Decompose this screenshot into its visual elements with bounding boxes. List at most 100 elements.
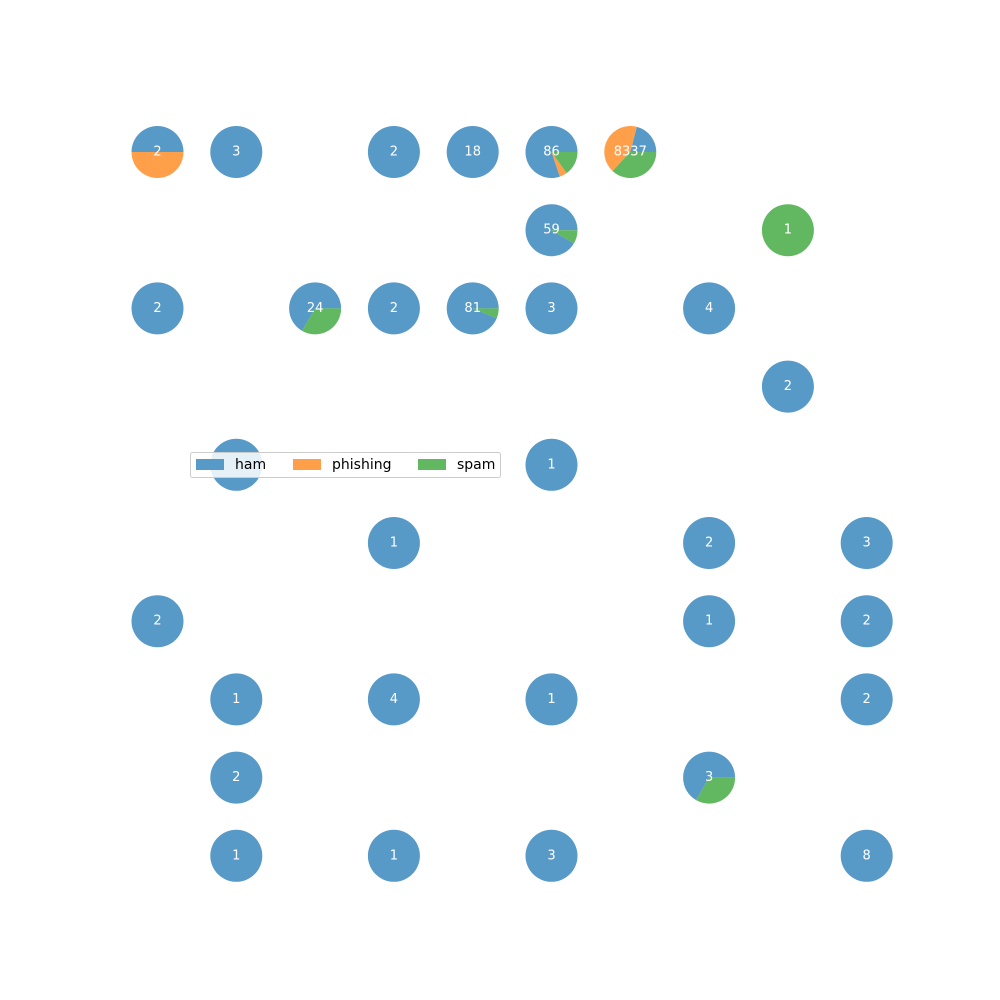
- pie-6-9: 2: [840, 595, 893, 648]
- pie-count-label: 2: [232, 770, 240, 785]
- pie-count-label: 8337: [614, 145, 647, 160]
- pie-count-label: 2: [153, 145, 161, 160]
- pie-2-0: 2: [131, 282, 184, 335]
- pie-7-9: 2: [840, 673, 893, 726]
- pie-grid: 2 3 2 18 86 8337 59 1 2 24 2 81 3 4 2 1 1 2 3 2 1 2 1 4 1 2 2 3 1 1 3 8: [131, 125, 893, 882]
- pie-slice-ham: [210, 829, 263, 882]
- pie-slice-ham: [840, 595, 893, 648]
- pie-count-label: 1: [547, 457, 555, 472]
- pie-count-label: 2: [705, 536, 713, 551]
- pie-slice-phishing: [604, 125, 637, 171]
- pie-count-label: 24: [307, 301, 324, 316]
- pie-slice-ham: [525, 282, 578, 335]
- pie-slice-ham: [683, 282, 736, 335]
- pie-count-label: 3: [863, 536, 871, 551]
- pie-slice-ham: [367, 282, 420, 335]
- pie-count-label: 3: [547, 848, 555, 863]
- pie-count-label: 2: [390, 301, 398, 316]
- legend-swatch-phishing: [293, 459, 321, 470]
- pie-2-4: 81: [446, 282, 499, 335]
- pie-slice-phishing: [131, 152, 184, 179]
- pie-6-7: 1: [683, 595, 736, 648]
- pie-5-9: 3: [840, 517, 893, 569]
- legend-label-phishing: phishing: [332, 457, 391, 473]
- pie-count-label: 8: [863, 848, 871, 863]
- pie-slice-ham: [210, 126, 263, 178]
- pie-count-label: 81: [464, 301, 481, 316]
- pie-slice-ham: [525, 438, 578, 491]
- pie-slice-spam: [612, 152, 657, 178]
- pie-5-3: 1: [367, 517, 420, 569]
- legend-swatch-ham: [196, 459, 224, 470]
- pie-slice-ham: [367, 829, 420, 882]
- pie-slice-ham: [210, 673, 263, 726]
- pie-slice-ham: [525, 126, 578, 179]
- pie-count-label: 1: [547, 692, 555, 707]
- pie-7-3: 4: [367, 673, 420, 726]
- pie-slice-ham: [367, 517, 420, 569]
- pie-slice-ham: [840, 829, 893, 882]
- pie-slice-ham: [761, 360, 814, 413]
- pie-0-3: 2: [367, 126, 420, 178]
- legend-frame: [190, 452, 501, 478]
- pie-0-1: 3: [210, 126, 263, 178]
- pie-count-label: 2: [390, 145, 398, 160]
- pie-slice-ham: [367, 126, 420, 178]
- legend-swatch-spam: [418, 459, 446, 470]
- pie-slice-ham: [525, 204, 578, 257]
- pie-1-5: 59: [525, 204, 578, 257]
- pie-slice-ham: [525, 673, 578, 726]
- pie-0-6: 8337: [604, 125, 657, 178]
- pie-5-7: 2: [683, 517, 736, 569]
- pie-3-8: 2: [761, 360, 814, 413]
- pie-count-label: 4: [390, 692, 398, 707]
- pie-count-label: 1: [232, 692, 240, 707]
- pie-1-8: 1: [761, 204, 814, 257]
- pie-slice-ham: [131, 595, 184, 648]
- pie-slice-ham: [210, 751, 263, 804]
- pie-8-7: 3: [683, 751, 736, 804]
- pie-9-3: 1: [367, 829, 420, 882]
- pie-count-label: 2: [153, 614, 161, 629]
- pie-2-7: 4: [683, 282, 736, 335]
- pie-slice-spam: [302, 308, 342, 335]
- pie-slice-ham: [446, 126, 499, 178]
- pie-slice-ham: [367, 673, 420, 726]
- pie-count-label: 1: [390, 536, 398, 551]
- pie-slice-spam: [551, 230, 578, 244]
- pie-0-5: 86: [525, 126, 578, 179]
- pie-slice-ham: [289, 282, 342, 331]
- pie-6-0: 2: [131, 595, 184, 648]
- pie-slice-spam: [761, 204, 814, 257]
- legend-label-spam: spam: [457, 457, 495, 473]
- pie-count-label: 1: [784, 223, 792, 238]
- pie-8-1: 2: [210, 751, 263, 804]
- pie-slice-ham: [840, 517, 893, 569]
- pie-slice-ham: [131, 126, 184, 152]
- pie-slice-ham: [446, 282, 499, 335]
- pie-count-label: 2: [863, 614, 871, 629]
- pie-count-label: 4: [705, 301, 713, 316]
- pie-slice-spam: [696, 777, 736, 804]
- pie-4-5: 1: [525, 438, 578, 491]
- pie-7-1: 1: [210, 673, 263, 726]
- pie-count-label: 2: [153, 301, 161, 316]
- pie-slice-ham: [525, 829, 578, 882]
- pie-count-label: 1: [390, 848, 398, 863]
- pie-count-label: 3: [232, 145, 240, 160]
- pie-2-3: 2: [367, 282, 420, 335]
- pie-count-label: 3: [547, 301, 555, 316]
- pie-2-5: 3: [525, 282, 578, 335]
- pie-count-label: 2: [784, 379, 792, 394]
- pie-slice-spam: [472, 308, 499, 319]
- pie-9-9: 8: [840, 829, 893, 882]
- pie-0-0: 2: [131, 126, 184, 179]
- pie-count-label: 86: [543, 145, 560, 160]
- pie-slice-ham: [683, 751, 736, 801]
- pie-slice-ham: [840, 673, 893, 726]
- pie-0-4: 18: [446, 126, 499, 178]
- pie-slice-phishing: [551, 152, 567, 177]
- pie-count-label: 2: [863, 692, 871, 707]
- pie-count-label: 59: [543, 223, 560, 238]
